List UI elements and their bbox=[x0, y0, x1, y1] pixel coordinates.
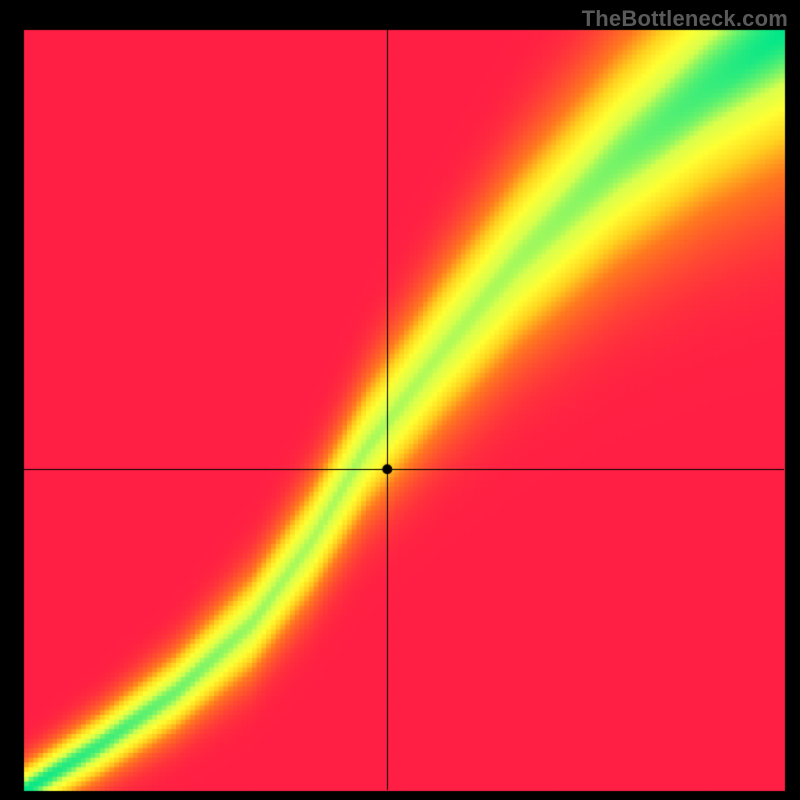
bottleneck-heatmap bbox=[0, 0, 800, 800]
watermark-text: TheBottleneck.com bbox=[582, 6, 788, 32]
chart-container: TheBottleneck.com bbox=[0, 0, 800, 800]
